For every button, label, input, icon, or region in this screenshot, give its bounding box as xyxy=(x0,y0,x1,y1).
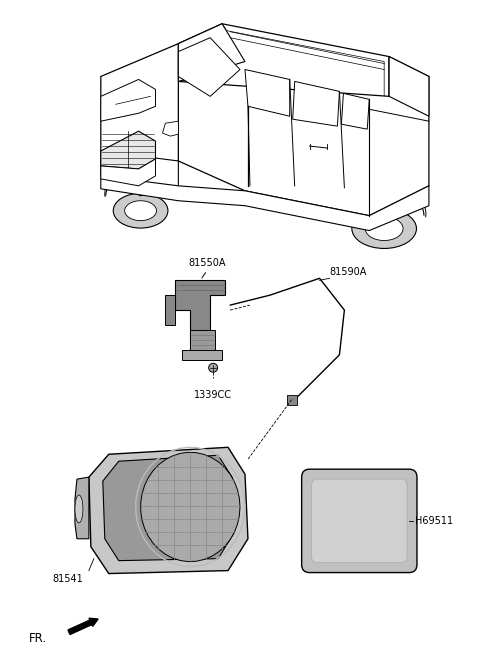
Polygon shape xyxy=(103,455,234,561)
Polygon shape xyxy=(166,295,175,325)
Polygon shape xyxy=(179,24,245,101)
Ellipse shape xyxy=(113,194,168,228)
Ellipse shape xyxy=(365,216,403,241)
Ellipse shape xyxy=(209,363,217,372)
Text: 81550A: 81550A xyxy=(189,258,226,268)
Polygon shape xyxy=(75,477,89,539)
FancyBboxPatch shape xyxy=(301,469,417,573)
Text: FR.: FR. xyxy=(29,632,48,645)
FancyBboxPatch shape xyxy=(312,479,407,563)
Text: 1339CC: 1339CC xyxy=(194,390,232,400)
Polygon shape xyxy=(162,121,179,136)
Polygon shape xyxy=(101,151,179,195)
Polygon shape xyxy=(141,453,240,562)
Ellipse shape xyxy=(352,209,417,249)
Polygon shape xyxy=(179,56,429,216)
Text: H69511: H69511 xyxy=(415,516,453,526)
Ellipse shape xyxy=(125,201,156,220)
Polygon shape xyxy=(101,159,156,186)
Polygon shape xyxy=(179,24,389,110)
Polygon shape xyxy=(341,93,369,129)
Polygon shape xyxy=(389,56,429,116)
Text: 81590A: 81590A xyxy=(329,268,367,277)
Polygon shape xyxy=(182,30,384,106)
Polygon shape xyxy=(101,176,429,230)
Polygon shape xyxy=(179,37,240,96)
Polygon shape xyxy=(101,79,156,121)
Polygon shape xyxy=(175,280,225,355)
Polygon shape xyxy=(287,395,297,405)
Polygon shape xyxy=(89,447,248,573)
Polygon shape xyxy=(293,81,339,126)
Text: 81541: 81541 xyxy=(52,573,83,584)
Polygon shape xyxy=(245,70,290,116)
Polygon shape xyxy=(101,131,156,169)
Polygon shape xyxy=(182,350,222,359)
Ellipse shape xyxy=(391,119,403,135)
Ellipse shape xyxy=(388,116,410,146)
Ellipse shape xyxy=(75,495,83,523)
FancyArrow shape xyxy=(68,618,98,634)
Polygon shape xyxy=(101,44,179,176)
Polygon shape xyxy=(179,24,245,81)
Polygon shape xyxy=(190,330,215,355)
